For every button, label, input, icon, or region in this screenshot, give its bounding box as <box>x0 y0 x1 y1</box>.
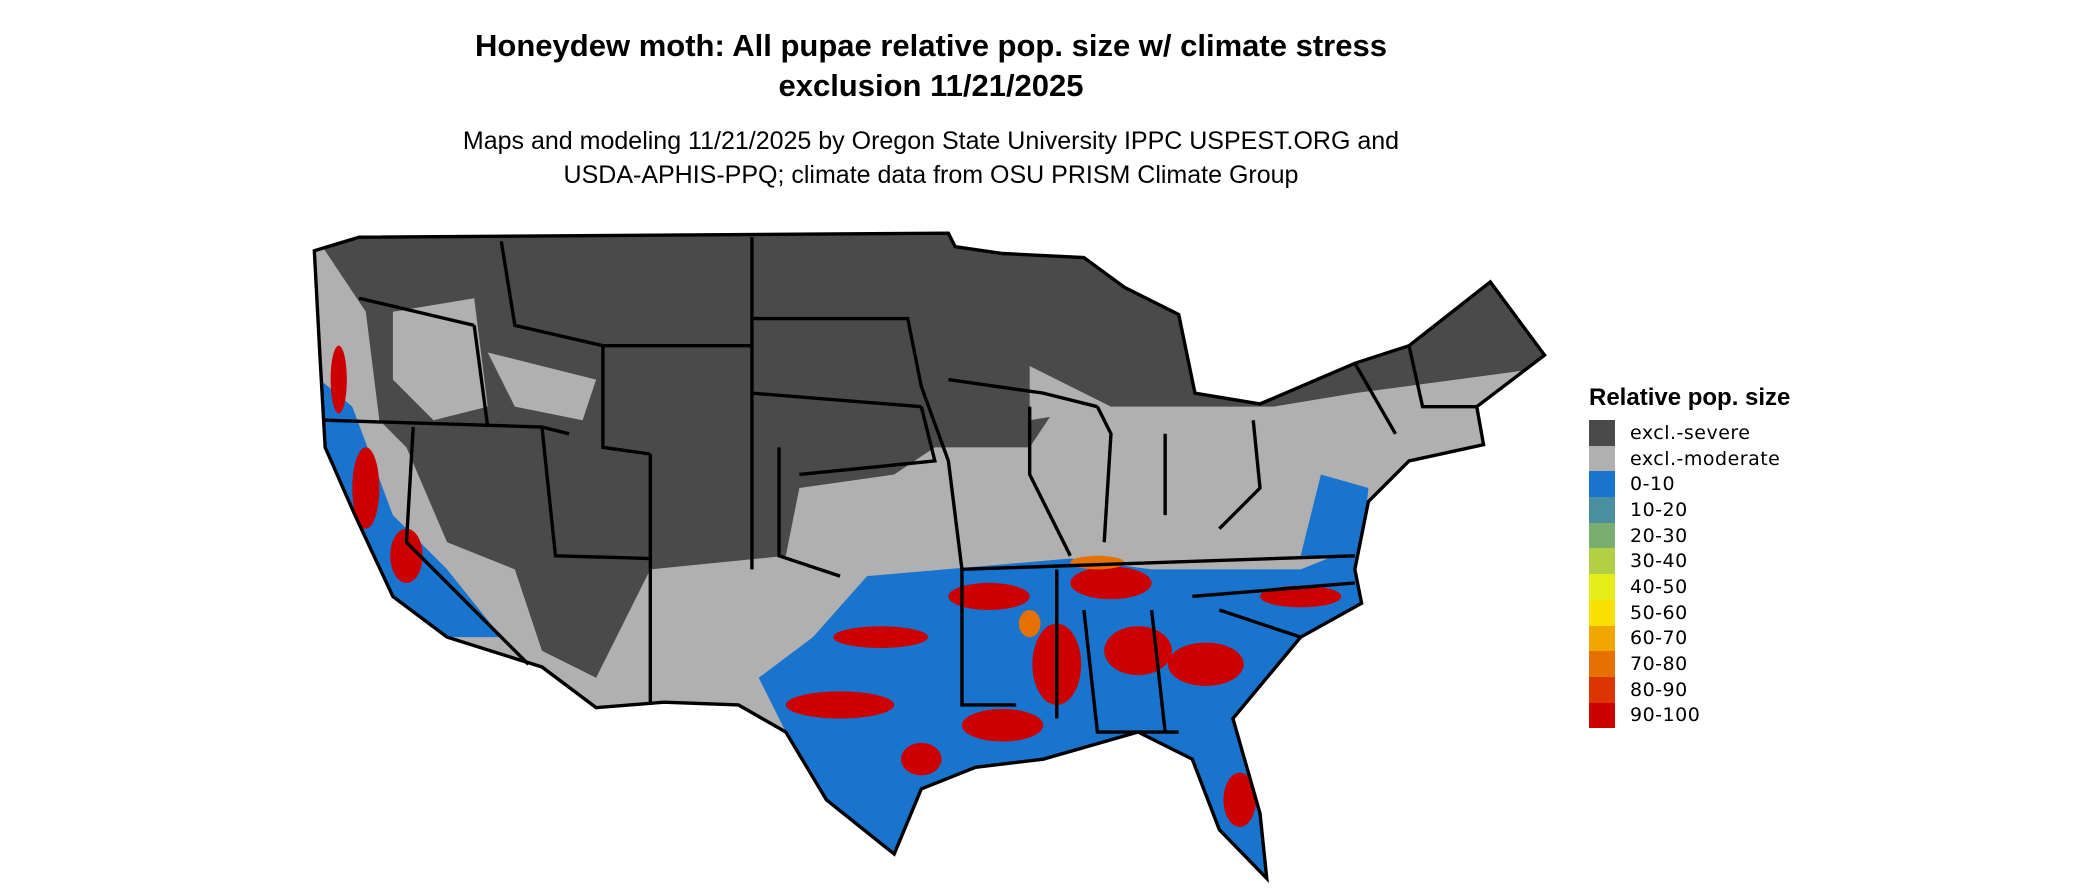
map-subtitle: Maps and modeling 11/21/2025 by Oregon S… <box>0 124 1862 192</box>
legend-item: 30-40 <box>1589 548 1790 575</box>
title-line-2: exclusion 11/21/2025 <box>778 68 1084 103</box>
map-title: Honeydew moth: All pupae relative pop. s… <box>0 26 1862 106</box>
legend-swatch <box>1589 625 1615 652</box>
legend-items: excl.-severe excl.-moderate 0-10 10-20 20-30… <box>1589 420 1790 729</box>
legend-item: 20-30 <box>1589 522 1790 549</box>
range-0-10-region <box>319 379 1369 879</box>
legend-swatch <box>1589 651 1615 677</box>
legend-label: excl.-severe <box>1630 421 1751 444</box>
legend-item: 70-80 <box>1589 651 1790 677</box>
legend-label: 20-30 <box>1630 524 1688 547</box>
legend-swatch <box>1589 471 1615 498</box>
legend-label: 70-80 <box>1630 653 1688 676</box>
legend-item: 0-10 <box>1589 471 1790 498</box>
legend-item: 10-20 <box>1589 497 1790 523</box>
legend-title: Relative pop. size <box>1589 384 1791 411</box>
legend-label: excl.-moderate <box>1630 447 1781 470</box>
legend-item: 90-100 <box>1589 702 1790 729</box>
legend: Relative pop. size excl.-severe excl.-mod… <box>1589 384 1791 729</box>
legend-label: 0-10 <box>1630 473 1676 496</box>
state-borders <box>312 231 1547 881</box>
legend-item: 50-60 <box>1589 599 1790 626</box>
excl-moderate-patches <box>392 298 1111 421</box>
legend-item: excl.-severe <box>1589 420 1790 446</box>
legend-item: 60-70 <box>1589 625 1790 652</box>
legend-swatch <box>1589 497 1615 523</box>
legend-swatch <box>1589 702 1615 729</box>
legend-swatch <box>1589 599 1615 626</box>
legend-label: 30-40 <box>1630 550 1688 573</box>
legend-item: excl.-moderate <box>1589 445 1790 472</box>
subtitle-line-1: Maps and modeling 11/21/2025 by Oregon S… <box>462 127 1400 155</box>
legend-item: 40-50 <box>1589 574 1790 600</box>
legend-swatch <box>1589 445 1615 472</box>
legend-swatch <box>1589 676 1615 703</box>
legend-label: 10-20 <box>1630 498 1688 521</box>
legend-label: 80-90 <box>1630 678 1688 701</box>
legend-label: 50-60 <box>1630 601 1688 624</box>
legend-swatch <box>1589 574 1615 600</box>
legend-swatch <box>1589 548 1615 575</box>
legend-label: 40-50 <box>1630 575 1688 598</box>
subtitle-line-2: USDA-APHIS-PPQ; climate data from OSU PR… <box>563 161 1299 189</box>
legend-label: 90-100 <box>1630 704 1701 727</box>
legend-swatch <box>1589 420 1615 446</box>
title-line-1: Honeydew moth: All pupae relative pop. s… <box>475 28 1387 63</box>
range-90-100-patches <box>330 345 1342 827</box>
legend-item: 80-90 <box>1589 676 1790 703</box>
legend-label: 60-70 <box>1630 627 1688 650</box>
legend-swatch <box>1589 522 1615 549</box>
